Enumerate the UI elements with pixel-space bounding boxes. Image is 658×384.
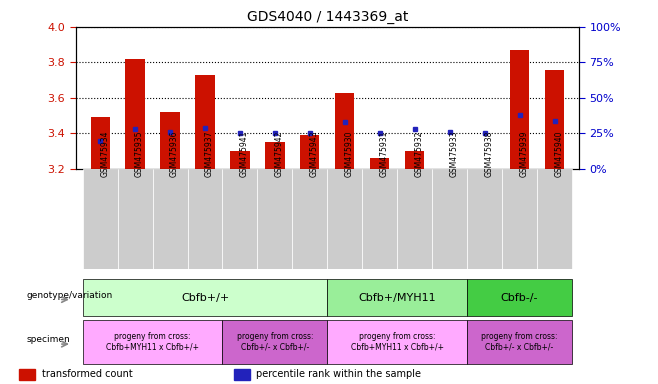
Text: percentile rank within the sample: percentile rank within the sample xyxy=(257,369,421,379)
Bar xyxy=(234,369,250,380)
Bar xyxy=(161,112,180,169)
Bar xyxy=(545,70,564,169)
Bar xyxy=(328,319,467,364)
Bar xyxy=(537,169,572,269)
Bar xyxy=(405,151,424,169)
Bar xyxy=(195,75,215,169)
Text: progeny from cross:
Cbfb+/- x Cbfb+/-: progeny from cross: Cbfb+/- x Cbfb+/- xyxy=(237,332,313,351)
Bar xyxy=(222,319,327,364)
Bar xyxy=(467,279,572,316)
Bar xyxy=(300,135,320,169)
Bar xyxy=(153,169,188,269)
Text: GSM475936: GSM475936 xyxy=(170,131,179,177)
Text: GSM475933: GSM475933 xyxy=(449,131,459,177)
Bar xyxy=(510,50,529,169)
Bar xyxy=(83,279,327,316)
Bar xyxy=(467,319,572,364)
Text: specimen: specimen xyxy=(26,335,70,344)
Text: GSM475931: GSM475931 xyxy=(380,131,389,177)
Bar xyxy=(265,142,284,169)
Bar xyxy=(230,151,249,169)
Text: GSM475937: GSM475937 xyxy=(205,131,214,177)
Bar xyxy=(83,169,118,269)
Bar xyxy=(292,169,327,269)
Bar xyxy=(328,169,363,269)
Text: progeny from cross:
Cbfb+/- x Cbfb+/-: progeny from cross: Cbfb+/- x Cbfb+/- xyxy=(482,332,558,351)
Bar xyxy=(335,93,355,169)
Bar xyxy=(467,169,502,269)
Bar xyxy=(440,169,459,181)
Text: Cbfb+/MYH11: Cbfb+/MYH11 xyxy=(359,293,436,303)
Bar xyxy=(118,169,153,269)
Bar xyxy=(91,118,110,169)
Bar xyxy=(83,319,222,364)
Text: GSM475942: GSM475942 xyxy=(275,131,284,177)
Text: GSM475941: GSM475941 xyxy=(240,131,249,177)
Bar xyxy=(397,169,432,269)
Text: GSM475935: GSM475935 xyxy=(135,131,144,177)
Text: GSM475934: GSM475934 xyxy=(100,131,109,177)
Bar xyxy=(370,158,390,169)
Bar xyxy=(222,169,257,269)
Text: GSM475930: GSM475930 xyxy=(345,131,354,177)
Title: GDS4040 / 1443369_at: GDS4040 / 1443369_at xyxy=(247,10,408,25)
Text: GSM475943: GSM475943 xyxy=(310,131,319,177)
Text: genotype/variation: genotype/variation xyxy=(26,291,113,300)
Text: GSM475940: GSM475940 xyxy=(555,131,563,177)
Bar xyxy=(20,369,36,380)
Text: GSM475939: GSM475939 xyxy=(520,131,528,177)
Bar xyxy=(188,169,222,269)
Text: GSM475932: GSM475932 xyxy=(415,131,424,177)
Bar xyxy=(126,59,145,169)
Bar xyxy=(432,169,467,269)
Text: progeny from cross:
Cbfb+MYH11 x Cbfb+/+: progeny from cross: Cbfb+MYH11 x Cbfb+/+ xyxy=(106,332,199,351)
Bar xyxy=(502,169,537,269)
Bar xyxy=(363,169,397,269)
Text: GSM475938: GSM475938 xyxy=(485,131,494,177)
Text: progeny from cross:
Cbfb+MYH11 x Cbfb+/+: progeny from cross: Cbfb+MYH11 x Cbfb+/+ xyxy=(351,332,443,351)
Text: Cbfb+/+: Cbfb+/+ xyxy=(181,293,229,303)
Text: Cbfb-/-: Cbfb-/- xyxy=(501,293,538,303)
Bar xyxy=(257,169,292,269)
Bar xyxy=(328,279,467,316)
Text: transformed count: transformed count xyxy=(41,369,132,379)
